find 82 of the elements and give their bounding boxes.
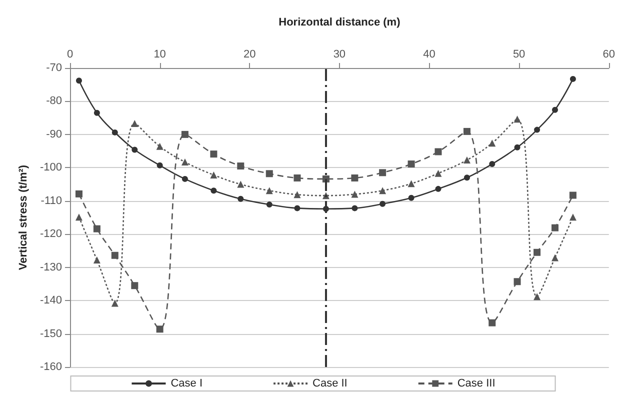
x-tick-label: 60 [602,48,616,60]
x-tick-label: 0 [66,48,74,60]
y-tick-label: -70 [46,62,62,74]
point [238,196,244,202]
y-tick-label: -130 [40,261,62,274]
x-axis-title: Horizontal distance (m) [278,16,401,28]
point [156,142,164,150]
point [294,205,300,212]
x-tick-label: 40 [423,48,436,60]
point [294,191,301,198]
y-tick-label: -150 [40,328,62,340]
point [210,188,217,194]
point [75,214,82,221]
y-tick-label: -80 [46,95,62,108]
y-tick-label: -160 [40,361,62,373]
point [514,278,521,286]
point [351,190,358,198]
point [266,187,273,194]
point [408,194,414,201]
point [93,256,100,264]
point [75,190,82,198]
point [534,293,541,300]
point [434,148,442,156]
legend-label: Case I [170,378,203,390]
point [237,162,244,170]
y-tick-label: -110 [40,194,62,207]
point [156,326,164,333]
point [266,170,273,178]
point [111,300,118,307]
y-tick-label: -140 [40,294,62,307]
y-tick-label: -100 [40,162,62,174]
point [488,140,496,147]
point [94,110,100,116]
point [210,150,218,158]
point [551,224,558,232]
point [131,282,138,290]
point [464,174,470,181]
legend-label: Case II [312,378,348,390]
point [380,200,386,207]
x-tick-label: 30 [333,48,346,60]
point [489,161,496,168]
y-tick-label: -90 [46,128,62,140]
point [463,128,470,135]
point [551,254,558,262]
point [408,180,415,188]
point [76,78,82,84]
point [351,174,358,182]
point [266,202,272,208]
legend-label: Case III [457,378,496,390]
point [488,319,496,326]
y-tick-label: -120 [40,228,62,240]
point [435,186,442,192]
point [408,160,415,168]
point [181,158,188,166]
point [569,192,576,199]
point [112,129,118,136]
point [156,162,163,168]
point [569,214,576,221]
point [514,116,521,123]
point [434,170,442,177]
point [534,248,541,256]
point [379,187,386,194]
point [111,252,118,259]
point [210,171,218,178]
point [534,126,540,133]
point [93,225,100,232]
x-tick-label: 10 [154,48,166,60]
point [237,180,244,188]
x-tick-label: 50 [512,48,526,60]
point [182,176,188,182]
point [552,106,558,113]
point [132,146,138,153]
point [463,156,470,164]
point [352,205,358,212]
point [514,144,520,150]
x-tick-label: 20 [244,48,256,60]
y-axis-title: Vertical stress (t/m²) [18,164,30,270]
point [570,76,576,82]
point [181,130,188,138]
point [131,120,138,127]
point [379,169,386,176]
point [294,174,301,182]
